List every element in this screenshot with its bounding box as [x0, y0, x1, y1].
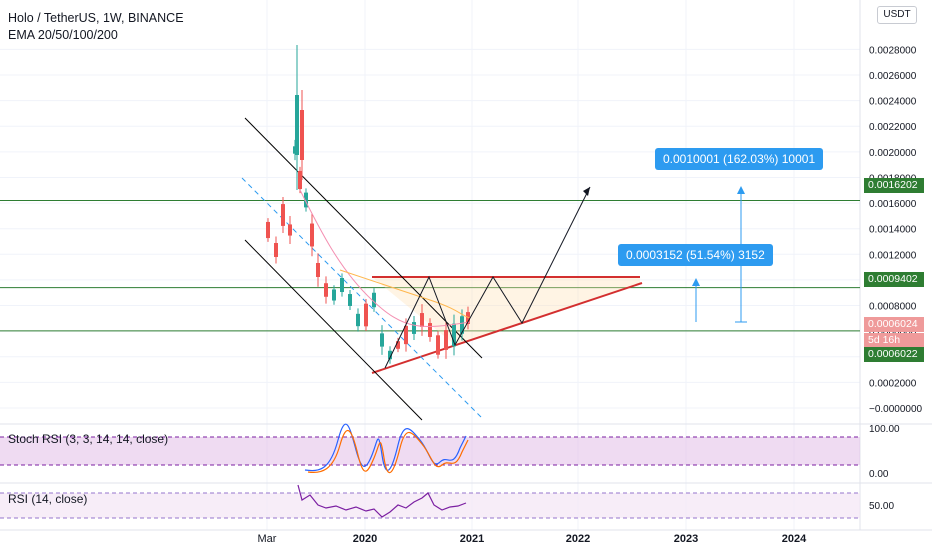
candle-body: [404, 325, 408, 345]
candle-body: [466, 312, 470, 324]
measure-arrowhead-small: [692, 278, 700, 286]
price-tick-label: 0.0024000: [869, 97, 917, 108]
measure-callout-small: 0.0003152 (51.54%) 3152: [618, 244, 773, 266]
price-tick-label: 0.0012000: [869, 250, 917, 261]
candle-body: [316, 263, 320, 277]
candle-body: [460, 316, 464, 334]
channel-lower-line: [244, 239, 423, 421]
candle-body: [332, 289, 336, 301]
rsi-tick-label: 50.00: [869, 501, 894, 512]
triangle-fill: [372, 277, 640, 345]
candle-body: [281, 204, 285, 226]
price-label-support: 0.0006022: [864, 347, 924, 362]
stoch-band: [0, 437, 860, 465]
price-tick-label: 0.0016000: [869, 199, 917, 210]
candle-body: [266, 221, 270, 239]
time-tick-label: 2022: [566, 533, 590, 545]
price-tick-label: 0.0026000: [869, 71, 917, 82]
candle-body: [388, 350, 392, 360]
price-tick-label: 0.0028000: [869, 45, 917, 56]
price-tick-label: −0.0000000: [869, 404, 923, 415]
candle-body: [428, 323, 432, 337]
candle-body: [364, 303, 368, 327]
price-label-resistance-high: 0.0016202: [864, 178, 924, 193]
rsi-title: RSI (14, close): [8, 492, 88, 506]
ema-50-line: [339, 269, 471, 319]
candle-body: [372, 292, 376, 308]
time-tick-label: 2024: [782, 533, 807, 545]
candle-body: [274, 243, 278, 257]
candle-body: [356, 313, 360, 327]
candle-body: [452, 323, 456, 347]
rsi-line: [297, 484, 467, 518]
price-label-resistance: 0.0009402: [864, 272, 924, 287]
stoch-rsi-title: Stoch RSI (3, 3, 14, 14, close): [8, 432, 169, 446]
currency-button[interactable]: USDT: [877, 6, 917, 24]
channel-upper-line: [244, 117, 483, 359]
time-tick-label: 2021: [460, 533, 484, 545]
candle-body: [304, 192, 308, 208]
time-tick-label: 2023: [674, 533, 698, 545]
time-tick-label: 2020: [353, 533, 377, 545]
candle-body: [444, 330, 448, 350]
price-tick-label: 0.0002000: [869, 378, 917, 389]
measure-callout-large: 0.0010001 (162.03%) 10001: [655, 148, 824, 170]
chart-title: Holo / TetherUS, 1W, BINANCE: [8, 11, 184, 25]
stoch-k-line: [304, 423, 467, 472]
price-tick-label: 0.0014000: [869, 225, 917, 236]
candle-body: [412, 322, 416, 334]
candle-body: [380, 333, 384, 347]
stoch-d-line: [307, 429, 469, 474]
candle-body: [340, 277, 344, 293]
candle-body: [348, 294, 352, 306]
spike-body: [295, 95, 299, 155]
measure-arrowhead-large: [737, 186, 745, 194]
candle-body: [298, 170, 302, 190]
projection-path: [384, 186, 591, 369]
price-tick-label: 0.0006000: [869, 327, 917, 338]
price-tick-label: 0.0020000: [869, 148, 917, 159]
projection-arrowhead: [583, 187, 590, 196]
time-tick-label: Mar: [258, 533, 277, 545]
spike-body: [300, 110, 304, 160]
triangle-support-line: [371, 282, 643, 374]
candle-body: [420, 313, 424, 327]
price-tick-label: 0.0022000: [869, 122, 917, 133]
candle-body: [436, 335, 440, 355]
candle-body: [324, 283, 328, 297]
price-tick-label: 0.0008000: [869, 302, 917, 313]
stoch-tick-label: 0.00: [869, 469, 889, 480]
price-label-current: 0.0006024: [864, 317, 924, 332]
countdown-label: 5d 16h: [864, 333, 924, 348]
stoch-tick-label: 100.00: [869, 424, 900, 435]
candle-body: [288, 224, 292, 236]
candle-body: [396, 341, 400, 349]
indicator-label: EMA 20/50/100/200: [8, 28, 118, 42]
candle-body: [310, 223, 314, 247]
ema-20-line: [299, 189, 471, 327]
